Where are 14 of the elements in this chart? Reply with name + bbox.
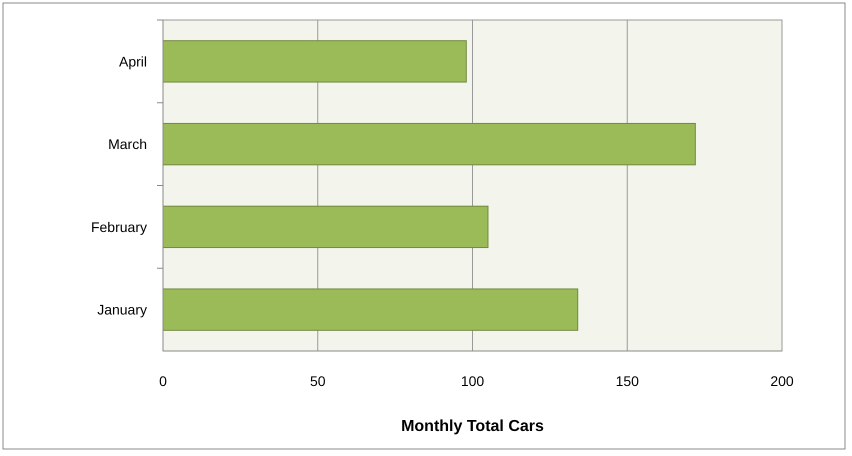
bar [162,122,696,166]
x-tick-label: 0 [159,373,168,389]
x-tick-label: 50 [310,373,326,389]
x-tick-label: 150 [616,373,640,389]
y-tick-label: February [90,218,147,235]
y-tick-label: April [118,53,147,70]
y-tick-label: March [108,136,147,152]
x-axis-title: Monthly Total Cars [401,418,544,435]
bar [162,40,467,83]
y-tick-label: January [97,302,147,318]
bar [162,206,488,248]
x-tick-label: 200 [770,373,794,389]
bar [162,288,578,331]
x-tick-label: 100 [460,373,484,389]
